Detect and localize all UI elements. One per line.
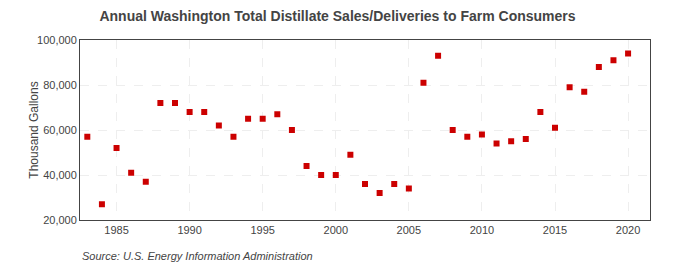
svg-text:1985: 1985 [104, 224, 128, 236]
svg-text:2000: 2000 [324, 224, 348, 236]
svg-text:2015: 2015 [543, 224, 567, 236]
svg-text:2020: 2020 [616, 224, 640, 236]
svg-text:2005: 2005 [397, 224, 421, 236]
svg-text:1990: 1990 [177, 224, 201, 236]
svg-text:1995: 1995 [250, 224, 274, 236]
svg-text:Source: U.S. Energy Informatio: Source: U.S. Energy Information Administ… [82, 250, 313, 262]
svg-text:Annual Washington Total Distil: Annual Washington Total Distillate Sales… [99, 8, 575, 24]
svg-text:20,000: 20,000 [43, 214, 77, 226]
svg-text:100,000: 100,000 [37, 34, 77, 46]
svg-text:2010: 2010 [470, 224, 494, 236]
svg-text:40,000: 40,000 [43, 169, 77, 181]
svg-text:80,000: 80,000 [43, 79, 77, 91]
svg-text:60,000: 60,000 [43, 124, 77, 136]
svg-text:Thousand Gallons: Thousand Gallons [27, 81, 41, 178]
